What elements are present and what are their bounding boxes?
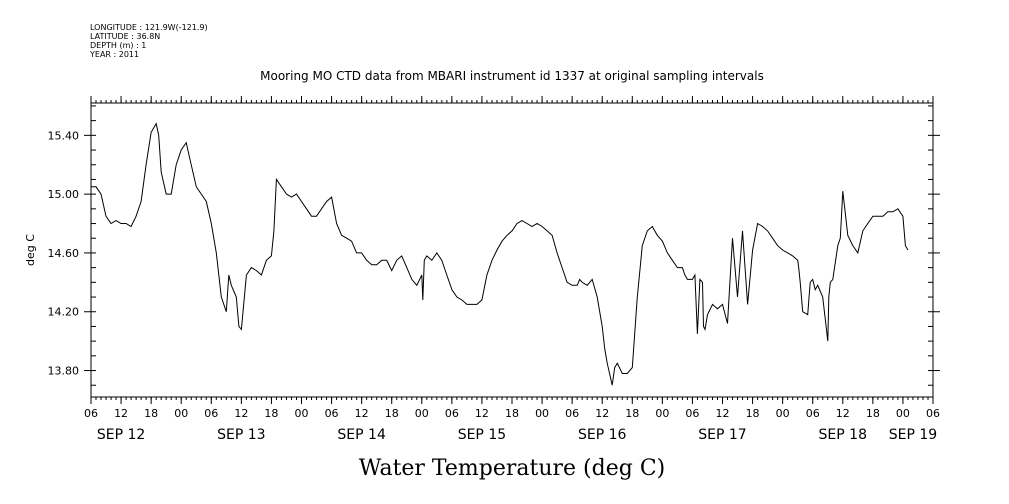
x-tick-label: 18 (625, 407, 639, 420)
meta-depth: DEPTH (m) : 1 (90, 41, 146, 50)
axis-ticks (84, 96, 940, 404)
x-tick-label: 06 (445, 407, 459, 420)
y-tick-label: 13.80 (48, 365, 80, 378)
x-tick-label: 06 (926, 407, 940, 420)
plot-title: Mooring MO CTD data from MBARI instrumen… (260, 69, 764, 83)
x-tick-label: 06 (806, 407, 820, 420)
y-tick-label: 15.00 (48, 188, 80, 201)
metadata-block: LONGITUDE : 121.9W(-121.9) LATITUDE : 36… (89, 23, 208, 59)
x-tick-label: 18 (746, 407, 760, 420)
date-label: SEP 18 (819, 427, 867, 443)
x-tick-label: 12 (114, 407, 128, 420)
meta-longitude: LONGITUDE : 121.9W(-121.9) (90, 23, 208, 32)
axis-tick-labels: 06 12 18 00 06 12 18 00 06 12 18 00 06 12 18 00 06 12 18 00… (48, 129, 941, 443)
x-tick-label: 18 (505, 407, 519, 420)
x-tick-label: 12 (836, 407, 850, 420)
x-tick-label: 00 (535, 407, 549, 420)
date-label: SEP 19 (889, 427, 937, 443)
x-tick-label: 06 (84, 407, 98, 420)
x-tick-label: 18 (144, 407, 158, 420)
date-label: SEP 13 (217, 427, 265, 443)
y-tick-label: 14.60 (48, 247, 80, 260)
x-tick-label: 06 (204, 407, 218, 420)
x-tick-label: 12 (355, 407, 369, 420)
x-tick-label: 06 (325, 407, 339, 420)
x-tick-label: 00 (655, 407, 669, 420)
y-tick-label: 14.20 (48, 306, 80, 319)
meta-latitude: LATITUDE : 36.8N (90, 32, 160, 41)
x-tick-label: 06 (565, 407, 579, 420)
x-tick-label: 00 (295, 407, 309, 420)
x-tick-label: 00 (776, 407, 790, 420)
x-axis-label: Water Temperature (deg C) (359, 456, 666, 481)
x-tick-label: 12 (716, 407, 730, 420)
date-label: SEP 14 (337, 427, 386, 443)
x-tick-label: 06 (685, 407, 699, 420)
date-label: SEP 17 (698, 427, 746, 443)
x-tick-label: 18 (264, 407, 278, 420)
x-tick-label: 12 (234, 407, 248, 420)
x-tick-label: 12 (475, 407, 489, 420)
date-label: SEP 12 (97, 427, 145, 443)
x-tick-label: 18 (866, 407, 880, 420)
series-line-water-temperature (91, 122, 909, 386)
plot-frame (90, 102, 934, 398)
x-tick-label: 00 (174, 407, 188, 420)
y-tick-label: 15.40 (48, 129, 80, 142)
date-label: SEP 15 (458, 427, 506, 443)
y-axis-label: deg C (24, 234, 37, 266)
date-label: SEP 16 (578, 427, 627, 443)
x-tick-label: 00 (415, 407, 429, 420)
x-tick-label: 18 (385, 407, 399, 420)
x-tick-label: 12 (595, 407, 609, 420)
x-tick-label: 00 (896, 407, 910, 420)
meta-year: YEAR : 2011 (89, 50, 139, 59)
